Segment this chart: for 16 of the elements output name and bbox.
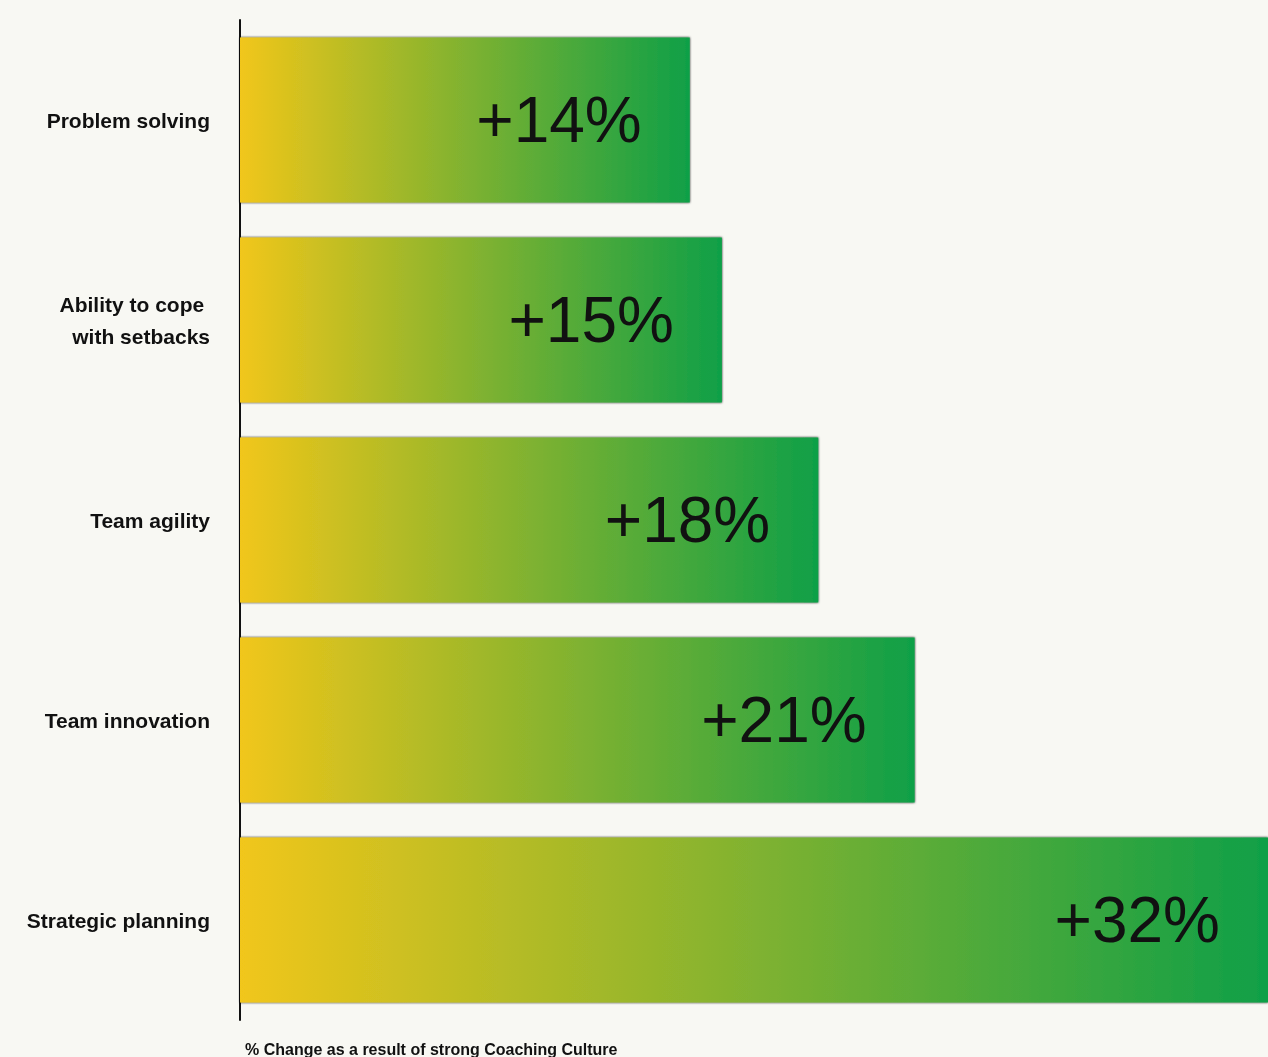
data-label: +18% — [604, 484, 771, 556]
y-tick-label: Problem solving — [46, 108, 210, 132]
y-tick-label: Strategic planning — [26, 908, 210, 932]
data-label: +21% — [701, 684, 867, 756]
bar — [240, 237, 722, 403]
bar — [240, 437, 819, 603]
y-tick-label: Team innovation — [44, 708, 210, 732]
x-axis-title: % Change as a result of strong Coaching Culture — [245, 1040, 618, 1057]
bar — [240, 637, 915, 803]
y-tick-label: Team agility — [90, 508, 211, 532]
data-label: +15% — [508, 284, 674, 356]
bar — [240, 37, 690, 203]
data-label: +14% — [476, 84, 642, 156]
y-tick-label: Ability to cope with setbacks — [59, 292, 210, 348]
data-label: +32% — [1054, 884, 1220, 956]
bar — [240, 837, 1268, 1003]
